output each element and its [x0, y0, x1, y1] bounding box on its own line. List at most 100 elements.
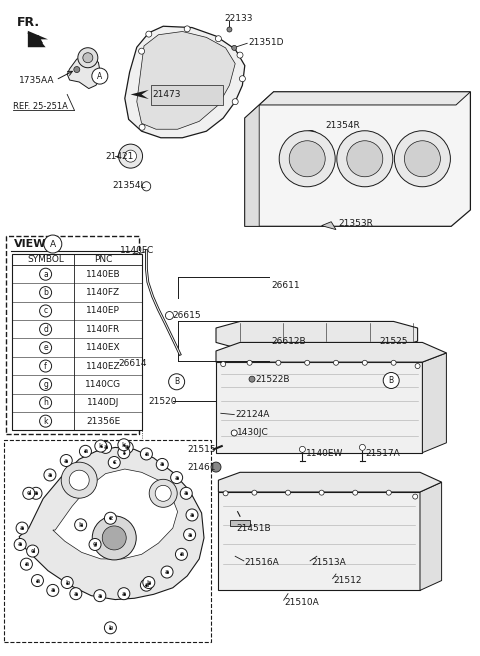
Text: A: A — [97, 72, 102, 81]
Circle shape — [184, 26, 190, 32]
Circle shape — [125, 150, 136, 162]
Text: 26615: 26615 — [173, 311, 202, 320]
Circle shape — [386, 490, 391, 495]
Circle shape — [61, 462, 97, 498]
Text: a: a — [165, 569, 169, 575]
Text: d: d — [43, 325, 48, 334]
Text: 21421: 21421 — [106, 152, 134, 161]
Circle shape — [216, 35, 221, 42]
Circle shape — [39, 397, 52, 409]
Circle shape — [319, 490, 324, 495]
Circle shape — [60, 455, 72, 466]
Polygon shape — [218, 472, 442, 492]
Circle shape — [247, 360, 252, 365]
Circle shape — [70, 588, 82, 600]
Polygon shape — [131, 90, 149, 99]
Circle shape — [404, 141, 441, 176]
Circle shape — [360, 444, 365, 451]
Circle shape — [337, 131, 393, 187]
Circle shape — [31, 575, 43, 586]
Text: b: b — [43, 288, 48, 297]
Text: a: a — [48, 472, 52, 478]
Circle shape — [231, 430, 237, 436]
Circle shape — [105, 622, 117, 634]
Polygon shape — [259, 92, 470, 105]
Text: a: a — [160, 461, 164, 468]
Text: 1140FC: 1140FC — [120, 246, 154, 255]
Circle shape — [383, 373, 399, 388]
Circle shape — [27, 545, 38, 557]
Circle shape — [143, 577, 155, 588]
Text: g: g — [43, 380, 48, 389]
Text: a: a — [51, 587, 55, 594]
Circle shape — [289, 141, 325, 176]
Text: d: d — [26, 490, 31, 497]
Text: a: a — [175, 474, 179, 481]
Circle shape — [121, 441, 133, 453]
Text: a: a — [84, 448, 87, 455]
Circle shape — [139, 48, 144, 54]
Ellipse shape — [305, 146, 317, 156]
Circle shape — [119, 144, 143, 168]
FancyBboxPatch shape — [4, 440, 211, 642]
Circle shape — [39, 360, 52, 372]
Polygon shape — [19, 447, 204, 600]
Polygon shape — [422, 353, 446, 453]
Text: d: d — [30, 548, 35, 554]
Text: a: a — [188, 531, 192, 538]
Text: 26611: 26611 — [271, 281, 300, 290]
Text: a: a — [104, 444, 108, 451]
Circle shape — [140, 448, 153, 460]
Text: a: a — [184, 490, 188, 497]
Text: 1140EZ: 1140EZ — [86, 361, 120, 371]
Text: 1140EX: 1140EX — [86, 343, 120, 352]
Text: B: B — [174, 377, 179, 386]
Text: 21513A: 21513A — [311, 558, 346, 567]
Text: 21517A: 21517A — [366, 449, 400, 459]
Polygon shape — [230, 520, 250, 526]
Circle shape — [39, 379, 52, 390]
Circle shape — [168, 374, 185, 390]
Circle shape — [240, 75, 245, 82]
Circle shape — [75, 519, 86, 531]
Circle shape — [237, 52, 243, 58]
Text: k: k — [99, 443, 103, 449]
Circle shape — [39, 342, 52, 354]
Polygon shape — [245, 92, 470, 226]
Text: 1430JC: 1430JC — [237, 428, 268, 438]
Polygon shape — [245, 105, 259, 226]
Circle shape — [334, 360, 338, 365]
Circle shape — [184, 529, 196, 541]
Text: g: g — [93, 541, 97, 548]
Circle shape — [223, 491, 228, 496]
Circle shape — [227, 27, 232, 32]
Circle shape — [232, 98, 238, 105]
Text: h: h — [78, 522, 83, 528]
Text: VIEW: VIEW — [13, 239, 46, 249]
Text: a: a — [20, 525, 24, 531]
Text: 21520: 21520 — [149, 397, 177, 406]
Circle shape — [140, 579, 153, 591]
Polygon shape — [67, 56, 101, 89]
Text: a: a — [180, 551, 183, 558]
Circle shape — [39, 415, 52, 427]
Text: 21353R: 21353R — [338, 218, 373, 228]
Polygon shape — [322, 222, 336, 230]
Circle shape — [95, 440, 107, 452]
Circle shape — [78, 48, 98, 68]
Text: a: a — [125, 444, 129, 451]
Text: a: a — [24, 561, 28, 567]
Circle shape — [415, 363, 420, 369]
Circle shape — [94, 590, 106, 602]
Circle shape — [74, 66, 80, 73]
Text: a: a — [18, 541, 22, 548]
Circle shape — [89, 539, 101, 550]
Text: 21354R: 21354R — [325, 121, 360, 131]
Text: 1140FZ: 1140FZ — [86, 288, 120, 297]
Circle shape — [14, 539, 26, 550]
Circle shape — [79, 445, 91, 457]
Text: a: a — [43, 270, 48, 279]
Polygon shape — [137, 31, 235, 129]
Circle shape — [249, 376, 255, 382]
Text: 21451B: 21451B — [236, 523, 271, 533]
